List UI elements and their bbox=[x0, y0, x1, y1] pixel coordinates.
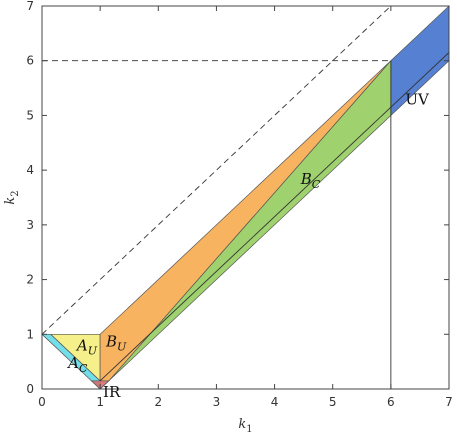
y-tick-label: 1 bbox=[26, 327, 34, 341]
x-tick-label: 2 bbox=[154, 395, 162, 409]
x-tick-label: 3 bbox=[213, 395, 221, 409]
region-label-ir: IR bbox=[103, 383, 121, 401]
y-tick-label: 4 bbox=[26, 163, 34, 177]
reference-line-1 bbox=[41, 5, 392, 335]
region-bu bbox=[99, 60, 392, 382]
reference-lines-layer bbox=[41, 5, 450, 389]
region-label-au: AU bbox=[75, 337, 98, 358]
region-label-bu: BU bbox=[105, 332, 127, 353]
x-tick-label: 6 bbox=[387, 395, 395, 409]
region-label-uv: UV bbox=[405, 90, 430, 108]
reference-line-4 bbox=[99, 52, 450, 382]
y-axis-title: k2 bbox=[3, 190, 21, 204]
x-tick-label: 1 bbox=[96, 395, 104, 409]
regions-layer bbox=[41, 5, 450, 390]
y-tick-label: 7 bbox=[26, 0, 34, 13]
x-tick-label: 0 bbox=[38, 395, 46, 409]
y-tick-label: 5 bbox=[26, 108, 34, 122]
y-tick-label: 3 bbox=[26, 218, 34, 232]
y-tick-label: 0 bbox=[26, 382, 34, 396]
region-label-bc: BC bbox=[300, 170, 321, 191]
x-tick-label: 5 bbox=[329, 395, 337, 409]
x-axis-title: k1 bbox=[238, 417, 252, 435]
y-tick-label: 6 bbox=[26, 54, 34, 68]
x-tick-label: 4 bbox=[271, 395, 279, 409]
ticks-layer: 0 1 2 3 4 5 6 7 0 1 2 3 4 5 6 7 bbox=[26, 0, 452, 409]
y-tick-label: 2 bbox=[26, 273, 34, 287]
x-tick-label: 7 bbox=[445, 395, 453, 409]
plot-frame bbox=[41, 5, 450, 390]
region-label-ac: AC bbox=[66, 354, 88, 375]
